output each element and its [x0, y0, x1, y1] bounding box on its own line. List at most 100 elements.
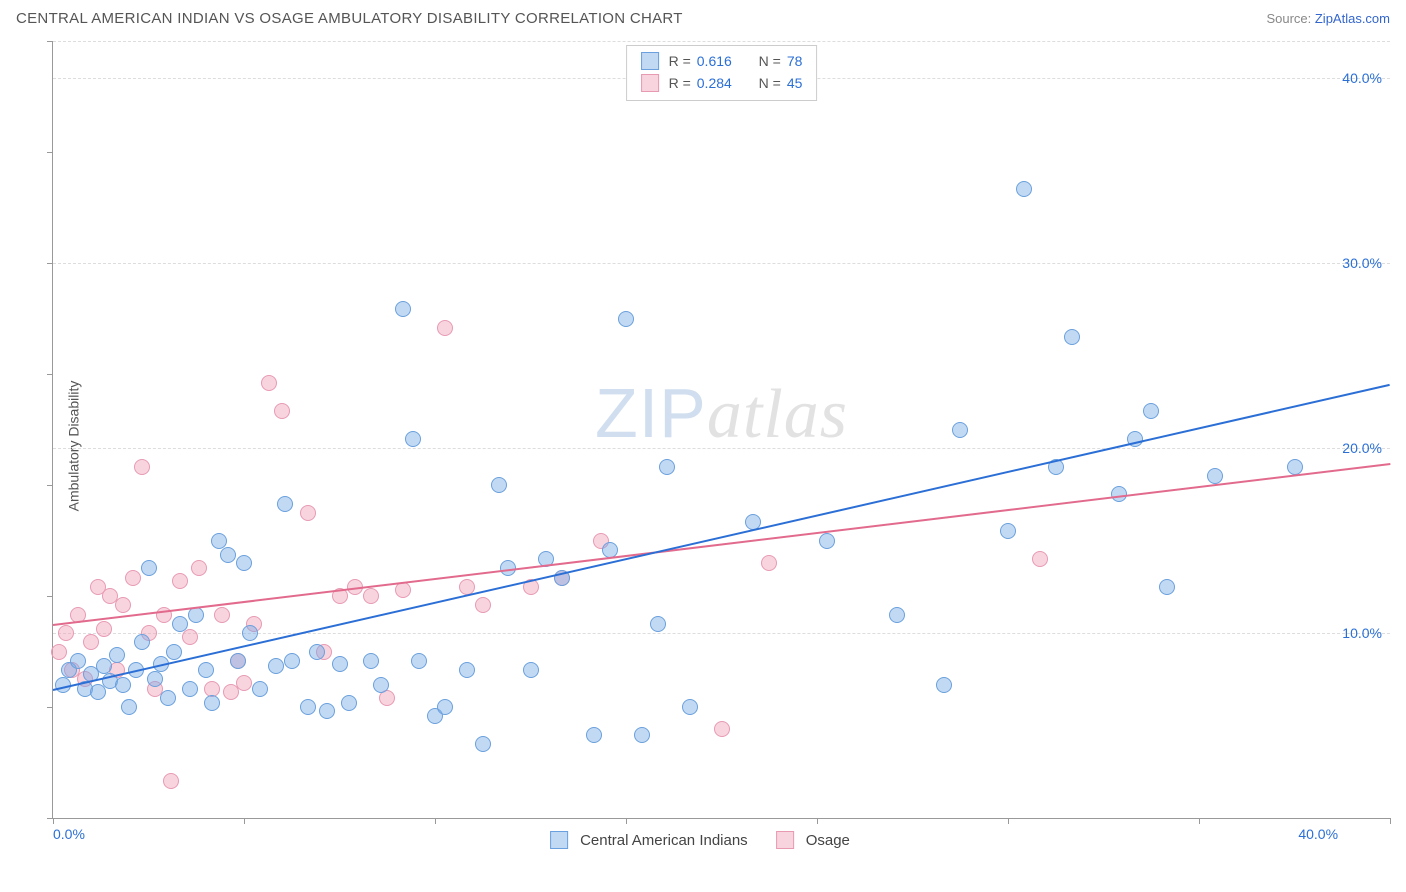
osage-point: [714, 721, 730, 737]
osage-point: [261, 375, 277, 391]
cai-point: [134, 634, 150, 650]
cai-point: [332, 656, 348, 672]
cai-point: [166, 644, 182, 660]
n-label: N =: [755, 72, 781, 94]
y-tick-mark: [47, 596, 53, 597]
cai-point: [70, 653, 86, 669]
x-tick-mark: [435, 818, 436, 824]
cai-point: [618, 311, 634, 327]
osage-point: [172, 573, 188, 589]
cai-point: [204, 695, 220, 711]
y-tick-mark: [47, 818, 53, 819]
legend-swatch: [776, 831, 794, 849]
y-tick-mark: [47, 41, 53, 42]
y-tick-label: 10.0%: [1342, 625, 1382, 641]
cai-point: [319, 703, 335, 719]
legend-item: Central American Indians: [550, 831, 748, 849]
cai-point: [211, 533, 227, 549]
cai-point: [341, 695, 357, 711]
osage-point: [204, 681, 220, 697]
y-tick-mark: [47, 263, 53, 264]
cai-point: [586, 727, 602, 743]
cai-point: [121, 699, 137, 715]
cai-point: [115, 677, 131, 693]
cai-point: [160, 690, 176, 706]
n-value: 78: [787, 50, 803, 72]
trend-line: [53, 383, 1390, 690]
cai-point: [147, 671, 163, 687]
gridline: [53, 263, 1390, 264]
legend: Central American Indians Osage: [550, 831, 850, 849]
y-tick-mark: [47, 152, 53, 153]
cai-point: [682, 699, 698, 715]
source-link[interactable]: ZipAtlas.com: [1315, 11, 1390, 26]
cai-point: [936, 677, 952, 693]
cai-point: [1143, 403, 1159, 419]
n-label: N =: [755, 50, 781, 72]
cai-point: [1064, 329, 1080, 345]
x-tick-label: 40.0%: [1298, 826, 1338, 842]
cai-point: [819, 533, 835, 549]
cai-point: [395, 301, 411, 317]
cai-point: [952, 422, 968, 438]
cai-point: [459, 662, 475, 678]
cai-point: [650, 616, 666, 632]
osage-point: [125, 570, 141, 586]
osage-point: [395, 582, 411, 598]
osage-point: [437, 320, 453, 336]
cai-point: [659, 459, 675, 475]
r-value: 0.284: [697, 72, 749, 94]
x-tick-mark: [1199, 818, 1200, 824]
legend-label: Central American Indians: [580, 832, 748, 849]
osage-point: [1032, 551, 1048, 567]
legend-swatch: [550, 831, 568, 849]
x-tick-label: 0.0%: [53, 826, 85, 842]
osage-point: [58, 625, 74, 641]
n-value: 45: [787, 72, 803, 94]
gridline: [53, 448, 1390, 449]
cai-point: [236, 555, 252, 571]
stats-row: R = 0.284 N = 45: [641, 72, 803, 94]
y-tick-mark: [47, 485, 53, 486]
y-tick-label: 20.0%: [1342, 440, 1382, 456]
cai-point: [437, 699, 453, 715]
r-label: R =: [669, 50, 691, 72]
osage-point: [475, 597, 491, 613]
gridline: [53, 41, 1390, 42]
r-label: R =: [669, 72, 691, 94]
osage-point: [761, 555, 777, 571]
stats-swatch: [641, 52, 659, 70]
plot-area: ZIPatlas R = 0.616 N = 78R = 0.284 N = 4…: [52, 41, 1390, 819]
cai-point: [242, 625, 258, 641]
osage-point: [115, 597, 131, 613]
osage-point: [182, 629, 198, 645]
cai-point: [300, 699, 316, 715]
watermark: ZIPatlas: [595, 373, 848, 455]
osage-point: [191, 560, 207, 576]
cai-point: [1016, 181, 1032, 197]
stats-row: R = 0.616 N = 78: [641, 50, 803, 72]
trend-line: [53, 463, 1390, 626]
cai-point: [523, 662, 539, 678]
cai-point: [109, 647, 125, 663]
osage-point: [274, 403, 290, 419]
x-tick-mark: [244, 818, 245, 824]
stats-swatch: [641, 74, 659, 92]
x-tick-mark: [626, 818, 627, 824]
legend-item: Osage: [776, 831, 850, 849]
cai-point: [309, 644, 325, 660]
cai-point: [182, 681, 198, 697]
osage-point: [214, 607, 230, 623]
cai-point: [491, 477, 507, 493]
cai-point: [1287, 459, 1303, 475]
cai-point: [268, 658, 284, 674]
cai-point: [252, 681, 268, 697]
cai-point: [1000, 523, 1016, 539]
cai-point: [363, 653, 379, 669]
osage-point: [300, 505, 316, 521]
osage-point: [83, 634, 99, 650]
osage-point: [163, 773, 179, 789]
cai-point: [373, 677, 389, 693]
cai-point: [1159, 579, 1175, 595]
cai-point: [198, 662, 214, 678]
